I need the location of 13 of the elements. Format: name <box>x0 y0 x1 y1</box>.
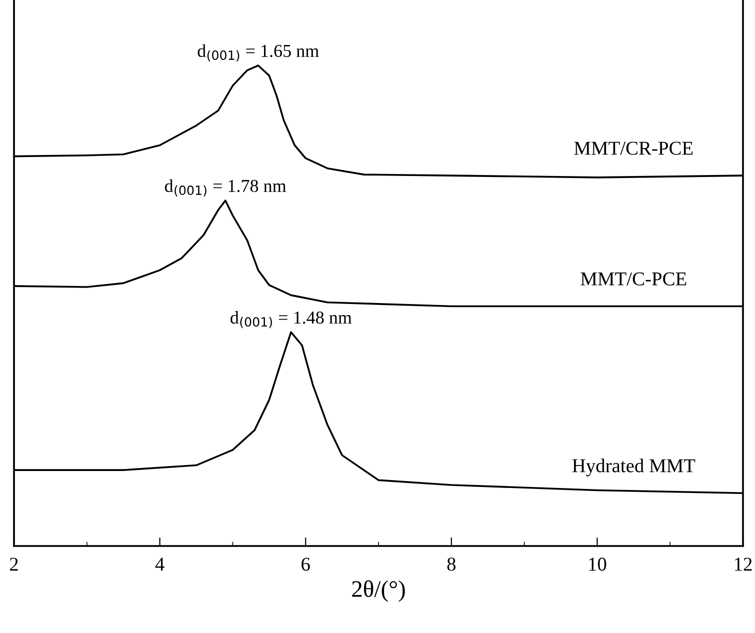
text: d$_{(001)}$ = 1.65 nm <box>198 44 319 62</box>
x-tick-label: 10 <box>589 558 606 571</box>
series-label: MMT/CR-PCE <box>574 142 693 155</box>
x-tick-label: 12 <box>734 558 752 571</box>
x-tick-label: 2 <box>10 558 18 571</box>
x-tick-label: 6 <box>302 558 310 571</box>
series-label: Hydrated MMT <box>572 458 696 476</box>
annotation: d$_{(001)}$ = 1.78 nm <box>164 179 286 196</box>
series-label: MMT/C-PCE <box>580 272 686 286</box>
x-tick-label: 8 <box>447 558 456 571</box>
x-axis-title: 2θ/(°) <box>352 580 405 602</box>
annotation: d$_{(001)}$ = 1.48 nm <box>230 311 352 328</box>
x-tick-label: 4 <box>155 558 164 571</box>
